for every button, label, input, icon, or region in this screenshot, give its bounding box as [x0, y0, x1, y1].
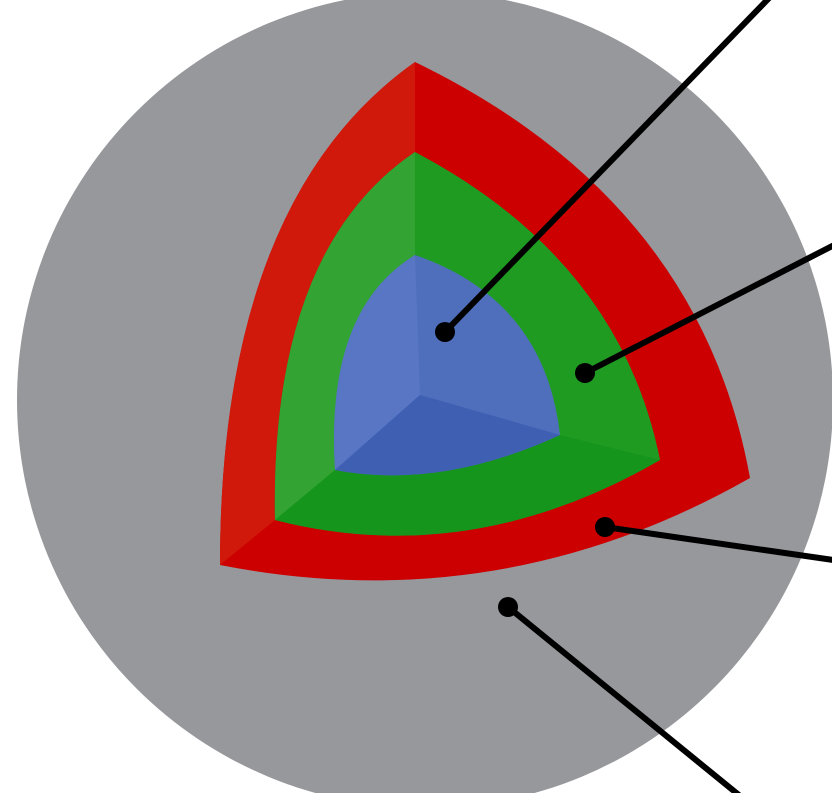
- pointer-dot: [575, 363, 595, 383]
- pointer-dot: [435, 322, 455, 342]
- green-bottom-face: [275, 435, 660, 536]
- blue-left-face: [334, 255, 420, 470]
- pointer-dot: [595, 517, 615, 537]
- layers: [17, 0, 832, 793]
- pointer-dot: [498, 597, 518, 617]
- pointer-line: [505, 604, 742, 793]
- pointer-dots: [435, 322, 615, 617]
- blue-bottom-face: [335, 395, 560, 476]
- pointer-line: [582, 242, 832, 376]
- green-left-face: [274, 152, 415, 520]
- pointers: [442, 0, 832, 793]
- red-left-face: [220, 62, 415, 565]
- pointer-line: [602, 524, 832, 563]
- pointer-line: [442, 0, 772, 335]
